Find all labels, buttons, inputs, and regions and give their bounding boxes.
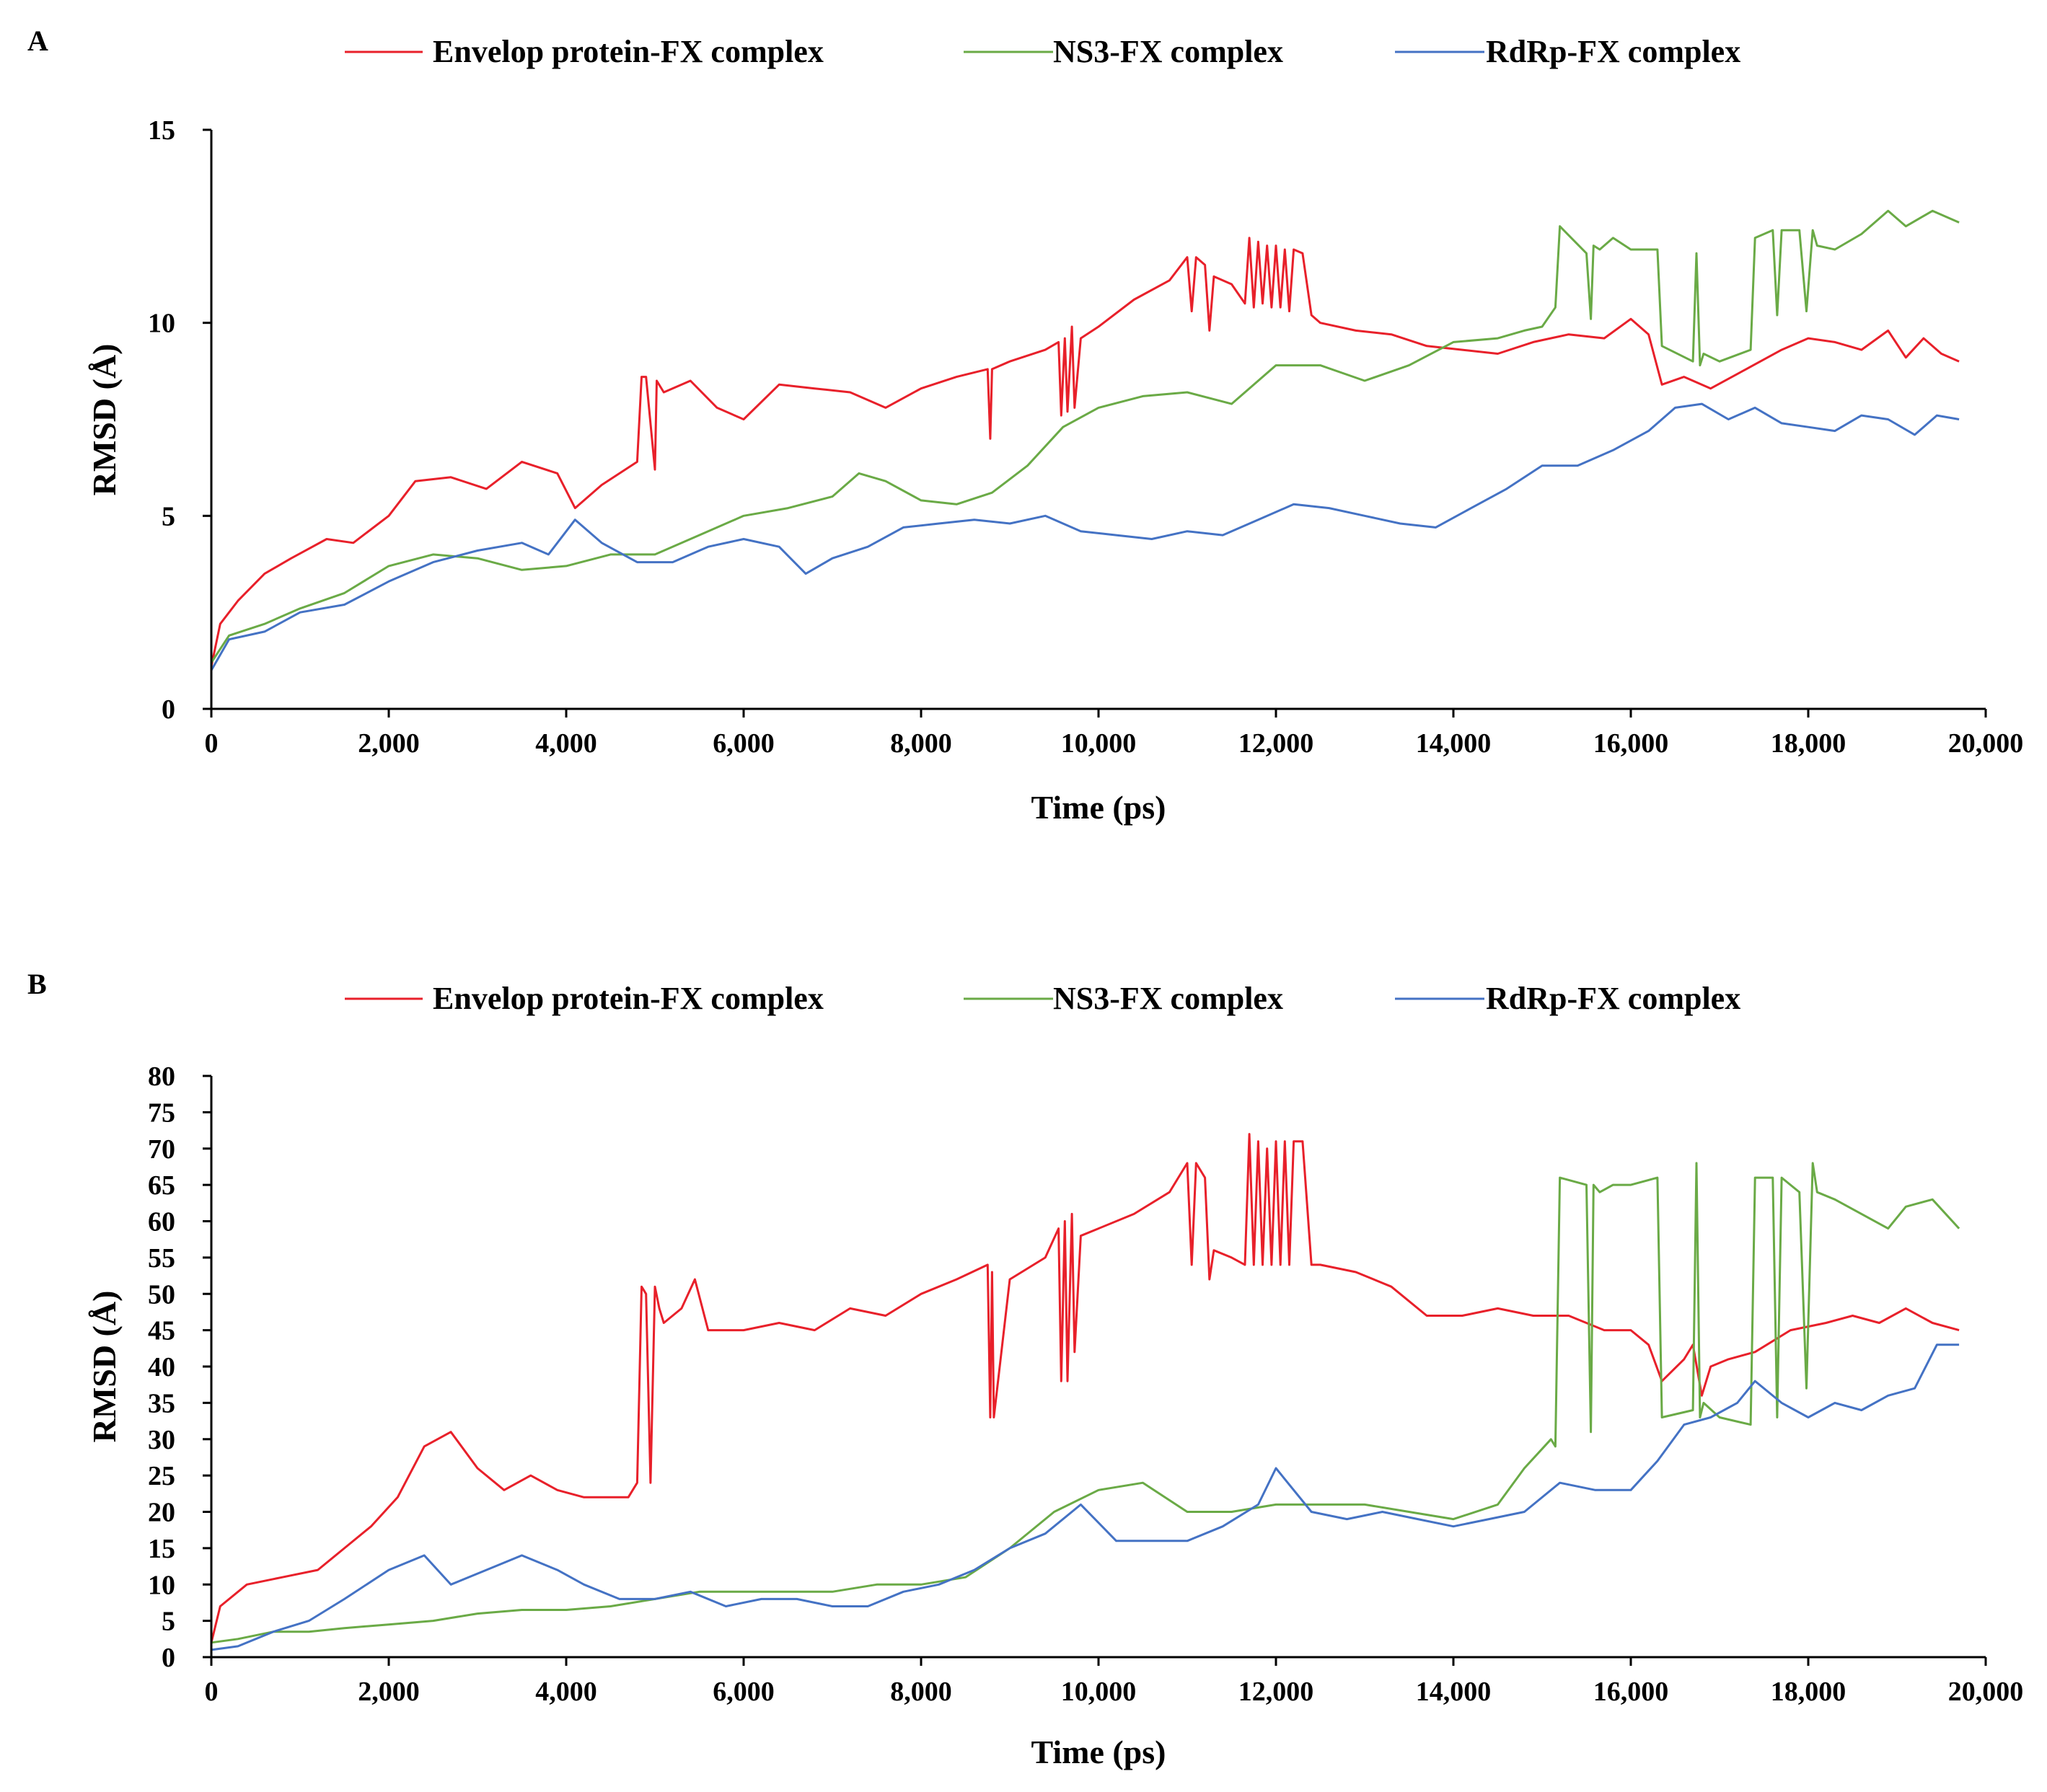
- panel-a: A Envelop protein-FX complex NS3-FX comp…: [27, 25, 2023, 826]
- panel-b-legend-label-rdrp: RdRp-FX complex: [1486, 981, 1740, 1016]
- panel-b-series-rdrp: [211, 1343, 1960, 1651]
- panel-a-legend-label-rdrp: RdRp-FX complex: [1486, 34, 1740, 69]
- panel-b-y-tick-label: 30: [148, 1425, 175, 1455]
- panel-b-y-tick-label: 65: [148, 1170, 175, 1201]
- panel-a-legend-label-ns3: NS3-FX complex: [1053, 34, 1283, 69]
- panel-b-letter: B: [27, 968, 47, 1000]
- panel-b-x-tick-label: 12,000: [1238, 1677, 1314, 1707]
- panel-a-x-tick-label: 16,000: [1593, 728, 1669, 759]
- panel-b-y-tick-label: 60: [148, 1207, 175, 1237]
- panel-a-x-tick-label: 8,000: [890, 728, 952, 759]
- panel-b-y-tick-label: 55: [148, 1243, 175, 1274]
- panel-a-y-tick-label: 15: [148, 115, 175, 146]
- panel-b-x-tick-label: 6,000: [713, 1677, 775, 1707]
- panel-b-series: [210, 1133, 1960, 1651]
- panel-a-y-axis-title: RMSD (Å): [86, 344, 123, 496]
- panel-a-series: [210, 209, 1960, 671]
- panel-b-y-tick-label: 45: [148, 1316, 175, 1346]
- panel-a-y-tick-label: 0: [162, 694, 175, 725]
- panel-a-x-tick-label: 4,000: [535, 728, 597, 759]
- panel-b-y-tick-label: 5: [162, 1607, 175, 1637]
- panel-b: B Envelop protein-FX complex NS3-FX comp…: [27, 968, 2023, 1770]
- panel-b-x-tick-label: 8,000: [890, 1677, 952, 1707]
- panel-a-x-ticks: 0 2,000 4,000 6,000 8,000 10,000 12,000 14,000 1…: [205, 709, 2024, 759]
- panel-a-series-rdrp: [210, 402, 1960, 671]
- panel-b-y-tick-label: 15: [148, 1534, 175, 1564]
- panel-b-y-tick-label: 80: [148, 1061, 175, 1092]
- panel-a-y-tick-label: 5: [162, 501, 175, 531]
- panel-a-x-tick-label: 12,000: [1238, 728, 1314, 759]
- panel-a-legend-label-envelop: Envelop protein-FX complex: [433, 34, 824, 69]
- panel-b-y-tick-label: 40: [148, 1352, 175, 1382]
- panel-b-x-tick-label: 0: [205, 1677, 219, 1707]
- panel-a-x-axis-title: Time (ps): [1031, 789, 1166, 826]
- panel-a-letter: A: [27, 25, 48, 57]
- panel-b-x-ticks: 0 2,000 4,000 6,000 8,000 10,000 12,000 14,000 1…: [205, 1657, 2024, 1707]
- panel-b-y-tick-label: 35: [148, 1388, 175, 1418]
- panel-b-y-tick-label: 10: [148, 1570, 175, 1600]
- panel-b-x-tick-label: 16,000: [1593, 1677, 1669, 1707]
- panel-a-x-tick-label: 0: [205, 728, 219, 759]
- panel-a-x-tick-label: 6,000: [713, 728, 775, 759]
- panel-b-x-axis-title: Time (ps): [1031, 1734, 1166, 1770]
- panel-b-x-tick-label: 20,000: [1948, 1677, 2024, 1707]
- panel-b-plot-area: 0 2,000 4,000 6,000 8,000 10,000 12,000 14,000 1…: [148, 1061, 2023, 1707]
- panel-b-y-tick-label: 75: [148, 1098, 175, 1128]
- panel-a-x-tick-label: 20,000: [1948, 728, 2024, 759]
- panel-a-plot-area: 0 2,000 4,000 6,000 8,000 10,000 12,000 14,000 1…: [148, 115, 2023, 759]
- panel-b-y-tick-label: 0: [162, 1643, 175, 1673]
- panel-b-x-tick-label: 14,000: [1416, 1677, 1492, 1707]
- panel-a-y-ticks: 0 5 10 15: [148, 115, 211, 725]
- panel-a-series-ns3: [210, 209, 1960, 663]
- panel-a-x-tick-label: 2,000: [358, 728, 420, 759]
- panel-b-x-tick-label: 4,000: [535, 1677, 597, 1707]
- panel-b-x-tick-label: 10,000: [1061, 1677, 1137, 1707]
- panel-a-series-envelop: [210, 237, 1960, 667]
- panel-b-series-ns3: [211, 1162, 1960, 1644]
- panel-b-y-ticks: 0 5 10 15 20 25 30 35 40 45 50 55 60 65 70 75 80: [148, 1061, 211, 1673]
- panel-a-x-tick-label: 10,000: [1061, 728, 1137, 759]
- panel-a-x-tick-label: 14,000: [1416, 728, 1492, 759]
- panel-a-x-tick-label: 18,000: [1771, 728, 1846, 759]
- panel-b-legend: Envelop protein-FX complex NS3-FX comple…: [345, 981, 1740, 1016]
- panel-a-y-tick-label: 10: [148, 309, 175, 339]
- panel-b-y-tick-label: 20: [148, 1498, 175, 1528]
- panel-b-x-tick-label: 2,000: [358, 1677, 420, 1707]
- panel-b-legend-label-envelop: Envelop protein-FX complex: [433, 981, 824, 1016]
- panel-b-y-tick-label: 70: [148, 1134, 175, 1165]
- panel-b-legend-label-ns3: NS3-FX complex: [1053, 981, 1283, 1016]
- panel-b-y-tick-label: 25: [148, 1461, 175, 1491]
- panel-b-x-tick-label: 18,000: [1771, 1677, 1846, 1707]
- panel-b-y-tick-label: 50: [148, 1279, 175, 1310]
- panel-b-series-envelop: [210, 1133, 1960, 1643]
- panel-b-y-axis-title: RMSD (Å): [86, 1291, 123, 1443]
- panel-a-legend: Envelop protein-FX complex NS3-FX comple…: [345, 34, 1740, 69]
